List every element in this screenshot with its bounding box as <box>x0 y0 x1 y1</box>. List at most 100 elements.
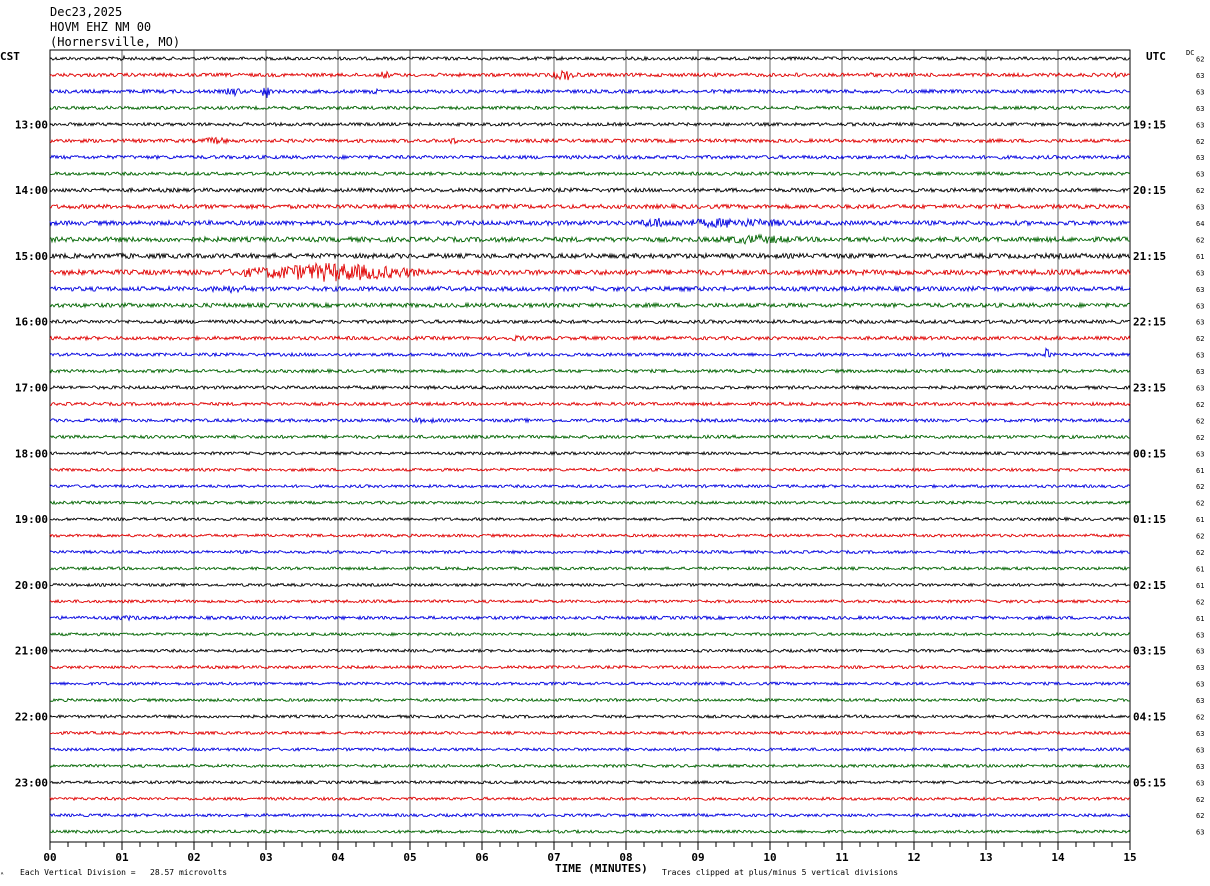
dc-offset-label: 62 <box>1196 335 1204 343</box>
dc-offset-label: 61 <box>1196 516 1204 524</box>
cst-hour-label: 14:00 <box>15 184 48 197</box>
dc-offset-label: 62 <box>1196 434 1204 442</box>
dc-offset-label: 62 <box>1196 549 1204 557</box>
dc-offset-label: 62 <box>1196 598 1204 606</box>
cst-hour-label: 20:00 <box>15 579 48 592</box>
seismic-trace <box>49 483 1131 489</box>
seismic-trace <box>49 170 1131 177</box>
x-tick-label: 00 <box>43 851 56 864</box>
dc-offset-label: 62 <box>1196 401 1204 409</box>
dc-offset-label: 62 <box>1196 533 1204 541</box>
dc-offset-label: 63 <box>1196 648 1204 656</box>
cst-hour-label: 23:00 <box>15 776 48 789</box>
seismic-trace <box>49 763 1131 769</box>
cst-hour-label: 21:00 <box>15 645 48 658</box>
seismic-trace <box>49 121 1131 128</box>
seismic-trace <box>49 202 1131 211</box>
right-timezone-label: UTC <box>1146 50 1166 63</box>
seismic-trace <box>49 598 1131 604</box>
seismic-trace <box>49 812 1131 818</box>
scale-note: Each Vertical Division = 28.57 microvolt… <box>20 868 228 877</box>
cst-hour-label: 13:00 <box>15 118 48 131</box>
dc-offset-label: 63 <box>1196 450 1204 458</box>
cst-hour-label: 17:00 <box>15 382 48 395</box>
seismic-trace <box>49 434 1131 440</box>
x-tick-label: 12 <box>907 851 920 864</box>
seismic-trace <box>49 217 1131 229</box>
utc-hour-label: 03:15 <box>1133 645 1166 658</box>
seismic-trace <box>49 796 1131 802</box>
x-tick-label: 11 <box>835 851 849 864</box>
utc-hour-label: 00:15 <box>1133 447 1166 460</box>
dc-offset-label: 62 <box>1196 56 1204 64</box>
dc-offset-label: 62 <box>1196 714 1204 722</box>
dc-offset-label: 63 <box>1196 171 1204 179</box>
x-tick-label: 03 <box>259 851 272 864</box>
seismic-trace <box>49 105 1131 111</box>
dc-offset-label: 61 <box>1196 582 1204 590</box>
dc-offset-label: 63 <box>1196 631 1204 639</box>
seismic-trace <box>49 532 1131 539</box>
x-tick-label: 06 <box>475 851 489 864</box>
seismic-trace <box>49 516 1131 522</box>
seismic-trace <box>49 648 1131 654</box>
cst-hour-label: 22:00 <box>15 711 48 724</box>
dc-offset-label: 64 <box>1196 220 1204 228</box>
seismic-trace <box>49 713 1131 720</box>
dc-offset-label: 63 <box>1196 368 1204 376</box>
seismic-trace <box>49 697 1131 703</box>
seismic-trace <box>49 664 1131 670</box>
dc-offset-label: 63 <box>1196 72 1204 80</box>
dc-offset-label: 63 <box>1196 352 1204 360</box>
plot-frame <box>49 49 1131 843</box>
dc-offset-label: 63 <box>1196 664 1204 672</box>
seismic-trace <box>49 582 1131 588</box>
dc-offset-label: 63 <box>1196 105 1204 113</box>
utc-hour-label: 19:15 <box>1133 118 1166 131</box>
dc-offset-label: 63 <box>1196 763 1204 771</box>
dc-offset-label: 63 <box>1196 302 1204 310</box>
dc-offset-label: 63 <box>1196 681 1204 689</box>
seismic-trace <box>49 136 1131 145</box>
seismic-trace <box>49 779 1131 785</box>
seismic-trace <box>49 69 1131 81</box>
dc-offset-label: 62 <box>1196 812 1204 820</box>
utc-hour-label: 23:15 <box>1133 382 1166 395</box>
seismic-trace <box>49 384 1131 391</box>
utc-hour-label: 05:15 <box>1133 776 1166 789</box>
seismic-trace <box>49 416 1131 425</box>
x-tick-label: 05 <box>403 851 416 864</box>
x-tick-label: 15 <box>1123 851 1136 864</box>
x-tick-label: 01 <box>115 851 129 864</box>
seismic-trace <box>49 680 1131 687</box>
dc-offset-label: 61 <box>1196 615 1204 623</box>
utc-hour-label: 01:15 <box>1133 513 1166 526</box>
cst-hour-label: 18:00 <box>15 447 48 460</box>
dc-offset-label: 61 <box>1196 253 1204 261</box>
seismic-trace <box>49 261 1131 282</box>
seismic-trace <box>49 284 1131 295</box>
clip-note: Traces clipped at plus/minus 5 vertical … <box>662 868 899 877</box>
x-tick-label: 04 <box>331 851 345 864</box>
left-timezone-label: CST <box>0 50 20 63</box>
seismic-trace <box>49 54 1131 62</box>
dc-offset-label: 63 <box>1196 385 1204 393</box>
x-tick-label: 09 <box>691 851 704 864</box>
dc-offset-label: 62 <box>1196 796 1204 804</box>
x-tick-label: 10 <box>763 851 776 864</box>
x-tick-label: 02 <box>187 851 200 864</box>
dc-offset-label: 62 <box>1196 236 1204 244</box>
seismic-trace <box>49 828 1131 835</box>
dc-offset-label: 62 <box>1196 500 1204 508</box>
dc-offset-label: 63 <box>1196 730 1204 738</box>
dc-offset-label: 61 <box>1196 565 1204 573</box>
dc-offset-label: 62 <box>1196 417 1204 425</box>
dc-offset-label: 63 <box>1196 746 1204 754</box>
cst-hour-label: 15:00 <box>15 250 48 263</box>
seismic-trace <box>49 549 1131 555</box>
seismic-trace <box>49 467 1131 473</box>
dc-offset-label: 63 <box>1196 779 1204 787</box>
x-axis-title: TIME (MINUTES) <box>555 862 648 875</box>
date-label: Dec23,2025 <box>50 5 123 19</box>
